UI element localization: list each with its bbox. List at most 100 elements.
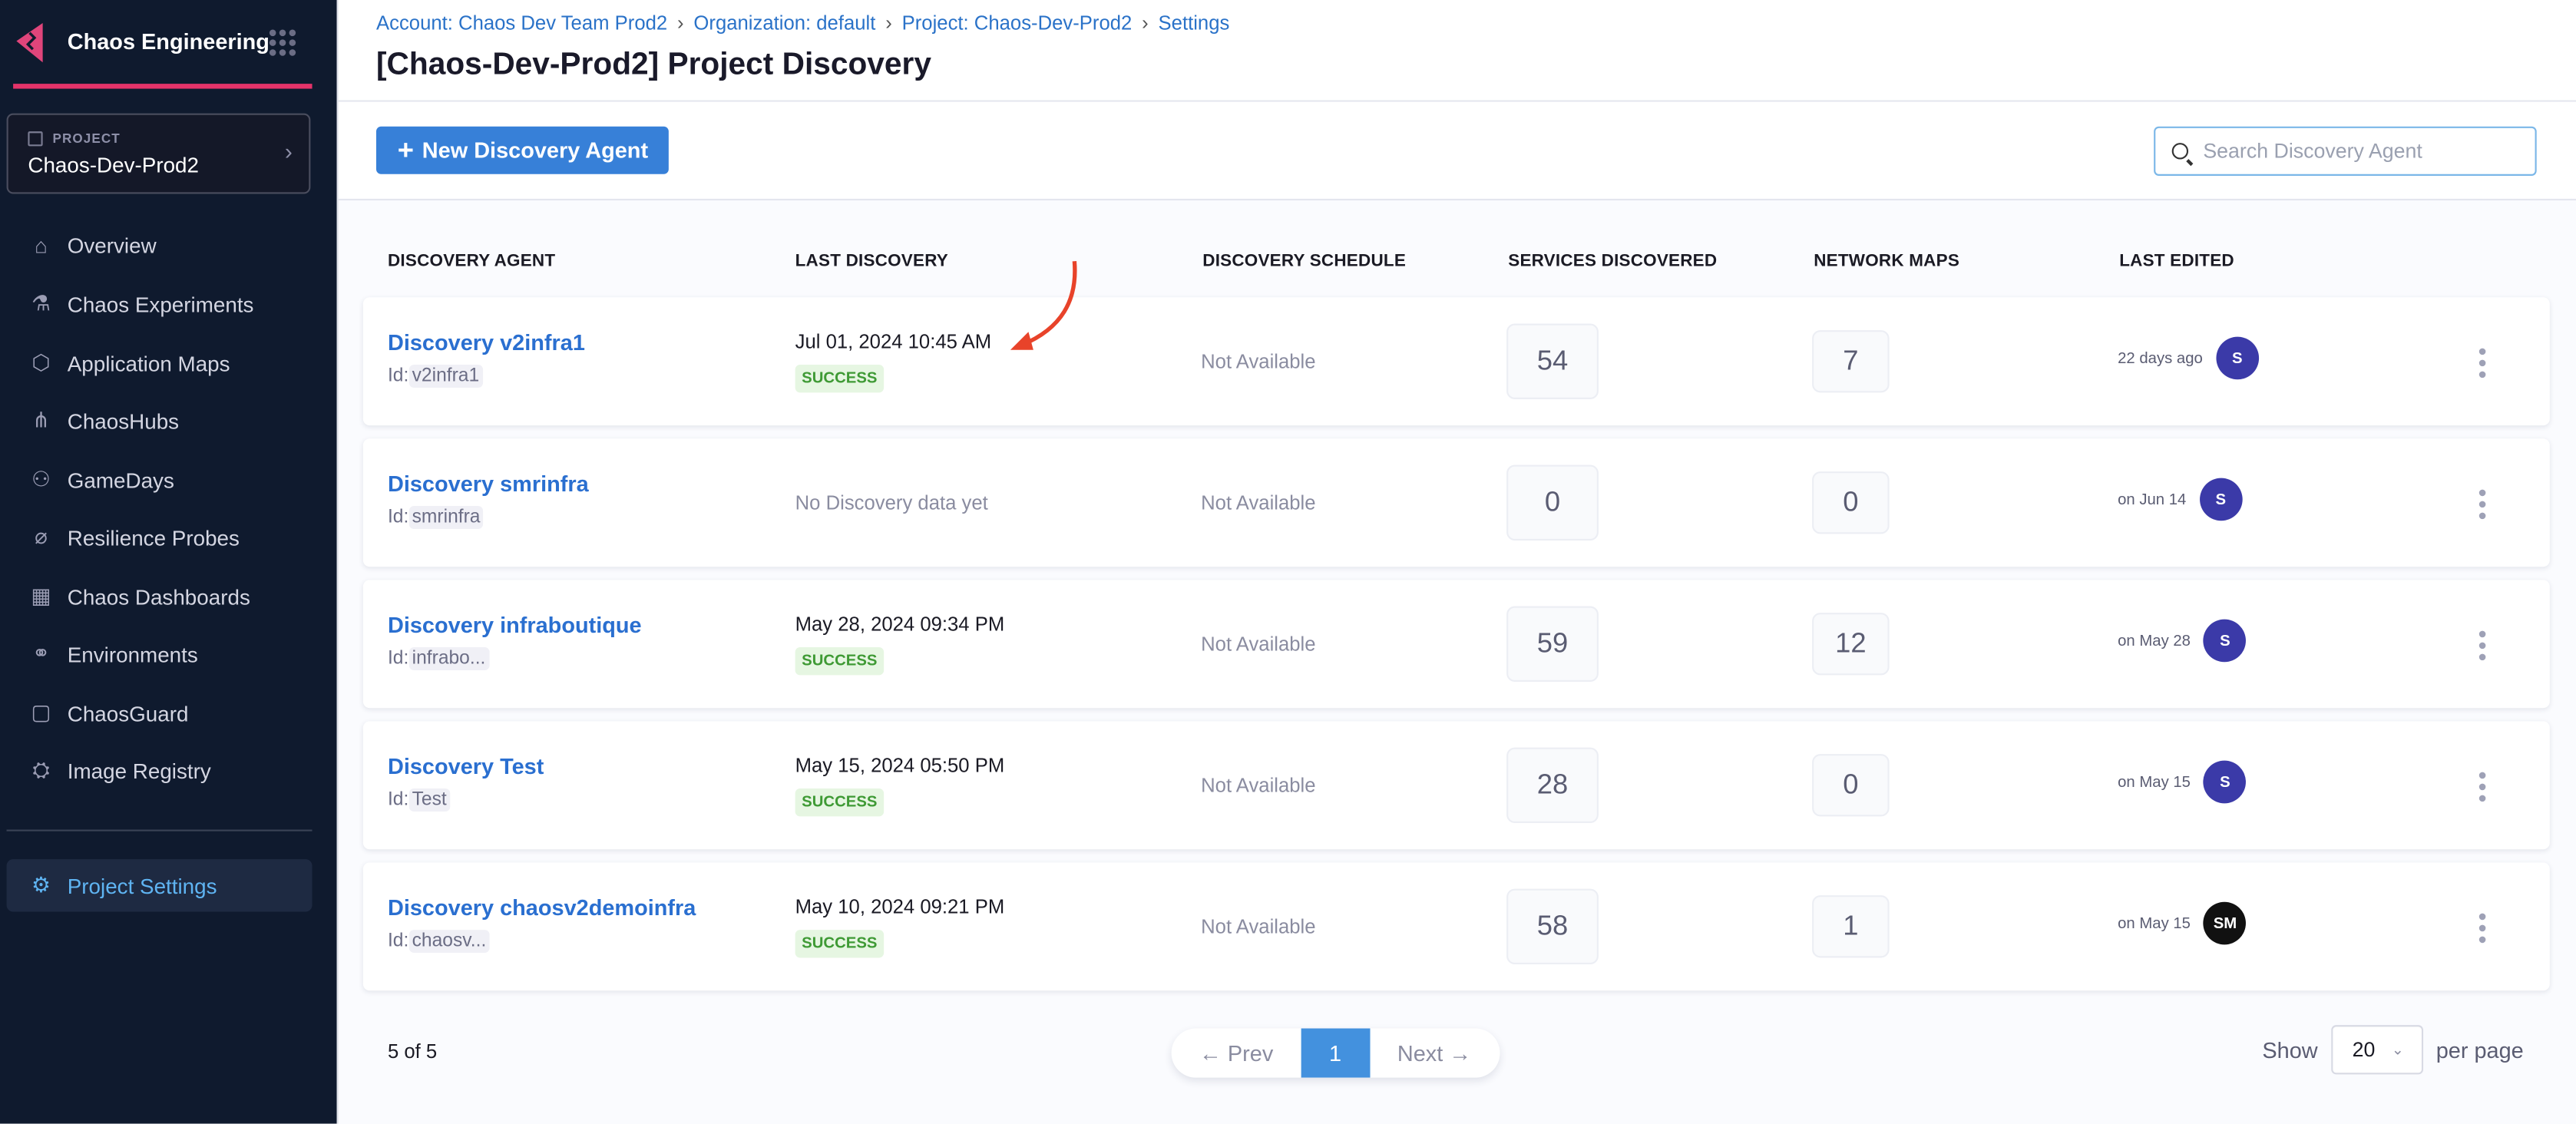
hub-icon: ⋔ [31, 407, 51, 432]
agent-name-link[interactable]: Discovery infraboutique [387, 613, 642, 638]
flask-icon: ⚗ [31, 290, 51, 316]
table-row[interactable]: Discovery v2infra1 Id: v2infra1 Jul 01, 2… [362, 297, 2550, 426]
services-discovered-count[interactable]: 54 [1506, 323, 1599, 399]
breadcrumb: Account: Chaos Dev Team Prod2 › Organizat… [376, 12, 1229, 35]
last-edited: on May 28 S [2118, 619, 2247, 663]
new-discovery-agent-button[interactable]: + New Discovery Agent [375, 126, 670, 174]
breadcrumb-account[interactable]: Account: Chaos Dev Team Prod2 [375, 11, 668, 35]
page-1-button[interactable]: 1 [1301, 1028, 1370, 1078]
agent-id: Id: infrabo... [388, 647, 489, 670]
probe-icon: ⌀ [35, 524, 48, 549]
network-maps-count[interactable]: 7 [1812, 330, 1890, 393]
last-discovery-date: May 15, 2024 05:50 PM [795, 754, 1005, 778]
services-discovered-count[interactable]: 28 [1506, 747, 1599, 823]
project-name: Chaos-Dev-Prod2 [28, 152, 200, 178]
sidebar-item-chaos-experiments[interactable]: ⚗ Chaos Experiments [7, 278, 312, 330]
search-icon [2171, 143, 2189, 160]
table-row[interactable]: Discovery Test Id: Test May 15, 2024 05:5… [362, 721, 2550, 850]
toolbar: + New Discovery Agent Search Discovery A… [338, 101, 2576, 201]
agent-id-value: Test [408, 788, 451, 812]
services-discovered-count[interactable]: 58 [1506, 888, 1599, 965]
breadcrumb-separator: › [1142, 11, 1149, 35]
network-maps-count[interactable]: 1 [1812, 895, 1890, 958]
search-input[interactable]: Search Discovery Agent [2154, 126, 2537, 176]
discovery-schedule: Not Available [1201, 632, 1316, 656]
agent-id-value: v2infra1 [408, 365, 483, 388]
breadcrumb-project[interactable]: Project: Chaos-Dev-Prod2 [901, 11, 1133, 35]
more-options-icon[interactable] [2478, 489, 2488, 520]
search-placeholder: Search Discovery Agent [2203, 139, 2422, 163]
cube-icon [28, 131, 43, 147]
breadcrumb-organization[interactable]: Organization: default [693, 11, 876, 35]
agent-id: Id: chaosv... [387, 930, 490, 954]
agent-name-link[interactable]: Discovery smrinfra [387, 471, 589, 497]
sidebar-item-label: ChaosGuard [67, 700, 189, 726]
sidebar-item-gamedays[interactable]: ⚇ GameDays [7, 454, 312, 506]
page-size-select[interactable]: 20 ⌄ [2330, 1025, 2423, 1075]
last-discovery-date: May 10, 2024 09:21 PM [795, 895, 1005, 919]
last-edited-time: 22 days ago [2118, 349, 2203, 368]
network-maps-count[interactable]: 0 [1812, 754, 1890, 817]
show-label: Show [2262, 1037, 2318, 1063]
project-selector[interactable]: PROJECT Chaos-Dev-Prod2 › [6, 113, 311, 194]
network-maps-count[interactable]: 12 [1812, 613, 1890, 676]
table-row[interactable]: Discovery infraboutique Id: infrabo... Ma… [362, 580, 2550, 709]
id-prefix: Id: [387, 931, 409, 951]
chaos-logo-icon [16, 22, 43, 63]
sidebar-item-image-registry[interactable]: ⛭ Image Registry [7, 744, 312, 796]
network-maps-count[interactable]: 0 [1812, 471, 1890, 534]
project-label: PROJECT [52, 131, 121, 147]
discovery-schedule: Not Available [1201, 349, 1316, 373]
table-row[interactable]: Discovery smrinfra Id: smrinfra No Discov… [362, 438, 2550, 567]
avatar: SM [2204, 901, 2247, 945]
page-header: Account: Chaos Dev Team Prod2 › Organizat… [338, 0, 2576, 102]
agent-id-value: smrinfra [408, 506, 484, 529]
status-badge: SUCCESS [795, 788, 885, 817]
last-discovery-date: May 28, 2024 09:34 PM [795, 613, 1005, 636]
sidebar-item-chaos-dashboards[interactable]: ▦ Chaos Dashboards [7, 570, 312, 622]
pagination: ← Prev 1 Next → [1171, 1028, 1500, 1078]
last-edited: on Jun 14 S [2118, 478, 2243, 521]
prev-page-button[interactable]: ← Prev [1199, 1040, 1274, 1066]
sidebar-item-environments[interactable]: ⚭ Environments [7, 627, 312, 679]
sidebar-item-label: Image Registry [67, 758, 211, 783]
sidebar-item-label: Resilience Probes [67, 524, 240, 550]
last-discovery-date: Jul 01, 2024 10:45 AM [795, 330, 992, 354]
last-edited: on May 15 S [2118, 760, 2247, 804]
next-page-button[interactable]: Next → [1397, 1040, 1472, 1066]
status-badge: SUCCESS [795, 365, 885, 393]
sidebar: Chaos Engineering PROJECT Chaos-Dev-Prod… [0, 0, 337, 1124]
result-count: 5 of 5 [387, 1040, 438, 1063]
lock-icon: ▢ [31, 699, 51, 725]
last-edited: on May 15 SM [2118, 901, 2247, 945]
column-header-discovery-schedule: DISCOVERY SCHEDULE [1202, 251, 1407, 272]
sidebar-item-chaosguard[interactable]: ▢ ChaosGuard [7, 686, 312, 739]
more-options-icon[interactable] [2478, 348, 2488, 379]
more-options-icon[interactable] [2478, 630, 2488, 661]
sidebar-item-application-maps[interactable]: ⬡ Application Maps [7, 337, 312, 389]
more-options-icon[interactable] [2478, 772, 2488, 802]
agent-name-link[interactable]: Discovery chaosv2demoinfra [387, 895, 696, 921]
gear-icon: ⚙ [31, 872, 51, 898]
more-options-icon[interactable] [2478, 913, 2488, 944]
page-title: [Chaos-Dev-Prod2] Project Discovery [375, 48, 931, 82]
home-icon: ⌂ [35, 232, 48, 257]
sidebar-item-resilience-probes[interactable]: ⌀ Resilience Probes [7, 511, 312, 563]
agent-name-link[interactable]: Discovery v2infra1 [387, 330, 585, 355]
last-edited-time: on May 15 [2118, 914, 2191, 933]
sidebar-item-chaoshubs[interactable]: ⋔ ChaosHubs [7, 395, 312, 447]
page-size-control: Show 20 ⌄ per page [2262, 1025, 2524, 1075]
sidebar-item-overview[interactable]: ⌂ Overview [7, 219, 312, 271]
app-switcher-icon[interactable] [269, 29, 296, 56]
agent-name-link[interactable]: Discovery Test [387, 754, 544, 779]
services-discovered-count[interactable]: 59 [1506, 606, 1599, 682]
breadcrumb-settings[interactable]: Settings [1158, 11, 1230, 35]
table-row[interactable]: Discovery chaosv2demoinfra Id: chaosv... … [362, 862, 2550, 991]
agent-id-value: infrabo... [408, 647, 489, 670]
avatar: S [2199, 478, 2243, 521]
id-prefix: Id: [387, 366, 409, 386]
sidebar-item-project-settings[interactable]: ⚙ Project Settings [6, 859, 312, 912]
status-badge: SUCCESS [795, 647, 885, 676]
services-discovered-count[interactable]: 0 [1506, 464, 1599, 541]
last-edited-time: on Jun 14 [2118, 490, 2187, 509]
